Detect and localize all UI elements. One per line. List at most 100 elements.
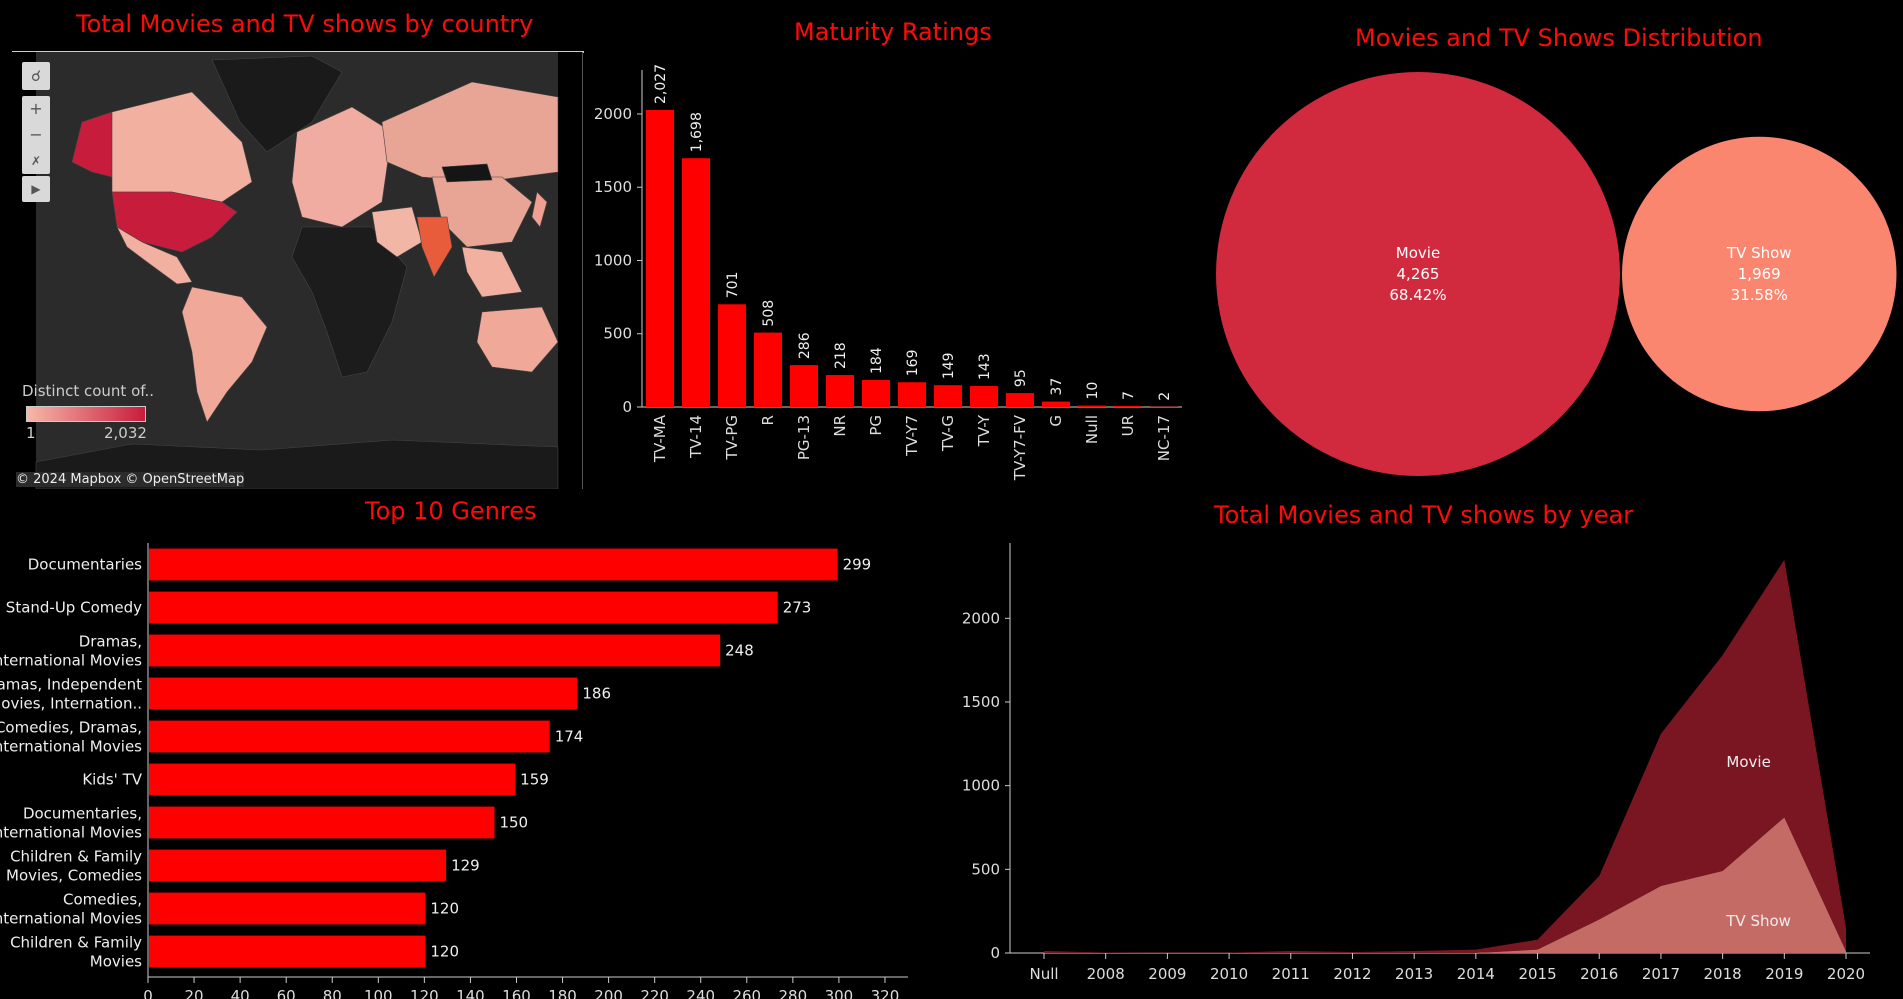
genre-bar[interactable] bbox=[149, 892, 426, 925]
year-y-tick-label: 500 bbox=[971, 860, 1000, 878]
maturity-bar[interactable] bbox=[645, 110, 675, 408]
year-series-label-tvshow: TV Show bbox=[1725, 912, 1791, 930]
maturity-category-label: NC-17 bbox=[1155, 415, 1173, 461]
genres-x-tick-label: 200 bbox=[594, 987, 623, 999]
maturity-category-label: Null bbox=[1083, 415, 1101, 444]
region-middle-east bbox=[371, 206, 423, 258]
map-title: Total Movies and TV shows by country bbox=[76, 10, 534, 38]
genres-x-tick-label: 80 bbox=[323, 987, 342, 999]
maturity-bar[interactable] bbox=[1077, 405, 1107, 407]
region-japan bbox=[531, 191, 548, 228]
genre-bar[interactable] bbox=[149, 935, 426, 968]
maturity-bar[interactable] bbox=[933, 385, 963, 407]
year-x-tick-label: 2012 bbox=[1333, 965, 1371, 983]
reset-axes-icon: ✗ bbox=[30, 154, 42, 168]
maturity-data-label: 508 bbox=[761, 300, 777, 327]
genre-category-label: Children & Family bbox=[10, 848, 142, 866]
region-russia bbox=[381, 81, 559, 183]
maturity-title: Maturity Ratings bbox=[794, 18, 992, 46]
reset-axes-button[interactable]: ✗ bbox=[22, 148, 50, 174]
region-alaska bbox=[71, 111, 113, 178]
maturity-bar[interactable] bbox=[969, 386, 999, 407]
zoom-in-button[interactable]: + bbox=[22, 96, 50, 122]
year-title: Total Movies and TV shows by year bbox=[1214, 501, 1634, 529]
year-x-tick-label: 2010 bbox=[1210, 965, 1248, 983]
region-south-america bbox=[181, 286, 268, 423]
distribution-bubble-value: 1,969 bbox=[1738, 265, 1781, 283]
maturity-bar[interactable] bbox=[1113, 405, 1143, 407]
genre-bar[interactable] bbox=[149, 763, 516, 796]
genre-bar[interactable] bbox=[149, 806, 495, 839]
world-map-svg bbox=[12, 52, 582, 489]
maturity-bar[interactable] bbox=[753, 332, 783, 407]
genre-bar[interactable] bbox=[149, 591, 778, 624]
map-search-button[interactable]: ☌ bbox=[22, 62, 50, 90]
genre-bar[interactable] bbox=[149, 849, 447, 882]
region-mexico bbox=[116, 226, 193, 285]
distribution-bubble-value: 4,265 bbox=[1397, 265, 1440, 283]
genres-x-tick-label: 100 bbox=[364, 987, 393, 999]
year-x-tick-label: 2013 bbox=[1395, 965, 1433, 983]
genre-data-label: 186 bbox=[582, 685, 611, 703]
maturity-category-label: PG bbox=[867, 415, 885, 436]
maturity-bar[interactable] bbox=[825, 375, 855, 407]
maturity-y-tick-label: 2000 bbox=[594, 105, 632, 123]
genre-category-label: Documentaries bbox=[28, 556, 142, 574]
genre-bar[interactable] bbox=[149, 720, 550, 753]
minus-icon: − bbox=[29, 125, 43, 144]
maturity-data-label: 95 bbox=[1013, 369, 1029, 387]
zoom-out-button[interactable]: − bbox=[22, 122, 50, 148]
maturity-y-tick-label: 1000 bbox=[594, 251, 632, 269]
world-map[interactable]: ☌ + − ✗ ▶ Distinct count of.. 1 2,032 © … bbox=[12, 52, 583, 489]
genres-x-tick-label: 320 bbox=[871, 987, 900, 999]
year-area-tvshow[interactable] bbox=[1044, 817, 1846, 953]
maturity-bar[interactable] bbox=[897, 382, 927, 407]
year-area-movie[interactable] bbox=[1044, 559, 1846, 953]
maturity-data-label: 10 bbox=[1085, 382, 1101, 400]
genre-category-label: Stand-Up Comedy bbox=[6, 599, 142, 617]
genre-category-label: Movies, Internation.. bbox=[0, 695, 142, 713]
maturity-bar[interactable] bbox=[861, 380, 891, 407]
genre-data-label: 120 bbox=[430, 900, 459, 918]
genres-x-tick-label: 60 bbox=[277, 987, 296, 999]
genres-chart: 0 20 40 60 80 100 120 140 160 180 200 220 240 260 280 3… bbox=[0, 543, 908, 999]
maturity-data-label: 218 bbox=[833, 342, 849, 369]
map-expand-button[interactable]: ▶ bbox=[22, 176, 50, 202]
year-x-tick-label: 2015 bbox=[1518, 965, 1556, 983]
maturity-bar[interactable] bbox=[1005, 393, 1035, 407]
maturity-category-label: TV-Y7 bbox=[903, 415, 921, 457]
maturity-bar[interactable] bbox=[1041, 401, 1071, 407]
maturity-y-tick-label: 0 bbox=[622, 398, 632, 416]
genres-x-tick-label: 40 bbox=[231, 987, 250, 999]
maturity-category-label: TV-MA bbox=[651, 414, 669, 463]
year-x-tick-label: 2009 bbox=[1148, 965, 1186, 983]
maturity-chart: 0 500 1000 1500 2000 2,027 TV-MA 1,698 TV-14 701 T… bbox=[594, 64, 1182, 481]
genre-category-label: International Movies bbox=[0, 652, 142, 670]
genres-x-tick-label: 180 bbox=[548, 987, 577, 999]
maturity-bar[interactable] bbox=[789, 365, 819, 407]
distribution-bubble[interactable] bbox=[1622, 136, 1897, 412]
region-australia bbox=[476, 306, 559, 373]
region-india bbox=[416, 216, 453, 278]
genre-data-label: 248 bbox=[725, 642, 754, 660]
genres-title: Top 10 Genres bbox=[365, 497, 537, 525]
maturity-bar[interactable] bbox=[681, 158, 711, 407]
genre-bar[interactable] bbox=[149, 634, 721, 667]
genre-bar[interactable] bbox=[149, 677, 578, 710]
year-x-tick-label: Null bbox=[1029, 965, 1058, 983]
genre-data-label: 174 bbox=[555, 728, 584, 746]
maturity-bar[interactable] bbox=[717, 304, 747, 407]
genres-x-tick-label: 0 bbox=[143, 987, 153, 999]
genre-category-label: International Movies bbox=[0, 824, 142, 842]
distribution-bubble[interactable] bbox=[1216, 72, 1620, 476]
maturity-category-label: TV-Y7-FV bbox=[1011, 414, 1029, 481]
map-attribution[interactable]: © 2024 Mapbox © OpenStreetMap bbox=[16, 472, 245, 487]
maturity-category-label: R bbox=[759, 415, 777, 425]
genre-bar[interactable] bbox=[149, 548, 838, 581]
maturity-category-label: NR bbox=[831, 415, 849, 437]
distribution-bubble-name: TV Show bbox=[1726, 244, 1792, 262]
maturity-data-label: 2 bbox=[1157, 392, 1173, 401]
distribution-bubble-name: Movie bbox=[1396, 244, 1440, 262]
genre-category-label: Movies bbox=[90, 953, 142, 971]
genres-x-tick-label: 240 bbox=[686, 987, 715, 999]
